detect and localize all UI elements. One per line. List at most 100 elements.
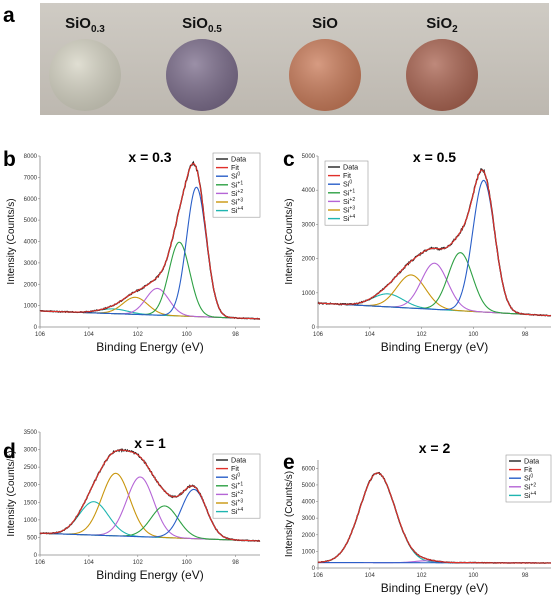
sample-label: SiO (312, 15, 338, 32)
legend-entry-Si1: Si+1 (231, 481, 243, 490)
series-Si1 (317, 252, 552, 317)
sample-disk-shade (406, 39, 478, 111)
y-tick-label: 1000 (302, 291, 316, 297)
y-tick-label: 2000 (302, 533, 316, 539)
panel-d: d x = 1 0 500 1000 1500 2000 2500 3000 3500 106 104… (3, 430, 261, 582)
legend-entry-Si3: Si+3 (343, 206, 355, 215)
legend-entry-Data: Data (231, 155, 246, 164)
series-Fit (317, 169, 552, 317)
y-tick-label: 2000 (24, 282, 38, 288)
y-tick-label: 2500 (24, 465, 38, 471)
x-tick-label: 106 (313, 332, 324, 338)
sample-disk-shade (166, 39, 238, 111)
x-tick-label: 106 (35, 560, 46, 566)
sample-4: SiO2 (406, 15, 478, 111)
panel-label-c: c (283, 148, 295, 171)
chart-title: x = 0.3 (128, 149, 171, 165)
legend-entry-Fit: Fit (231, 163, 239, 172)
y-tick-label: 6000 (302, 466, 316, 472)
legend-entry-Fit: Fit (231, 464, 239, 473)
x-tick-label: 102 (133, 332, 144, 338)
panel-label-e: e (283, 451, 295, 474)
x-tick-label: 100 (468, 573, 479, 579)
legend-entry-Si0: Si0 (343, 180, 352, 189)
y-tick-label: 1500 (24, 500, 38, 506)
y-tick-label: 8000 (24, 154, 38, 160)
chart-title: x = 2 (419, 440, 451, 456)
y-tick-label: 4000 (302, 500, 316, 506)
x-tick-label: 98 (232, 560, 239, 566)
panel-label-a: a (3, 4, 15, 27)
x-tick-label: 106 (313, 573, 324, 579)
y-tick-label: 3500 (24, 430, 38, 436)
x-tick-label: 102 (417, 332, 428, 338)
y-tick-label: 0 (34, 325, 38, 331)
panel-e: e x = 2 0 1000 2000 3000 4000 5000 6000 106 104 102… (283, 440, 552, 595)
legend-entry-Si4: Si+4 (524, 491, 536, 500)
chart-title: x = 0.5 (413, 149, 456, 165)
series-Si1 (39, 241, 261, 320)
y-axis-label: Intensity (Counts/s) (6, 450, 17, 536)
y-axis-label: Intensity (Counts/s) (284, 198, 295, 284)
x-axis-label: Binding Energy (eV) (381, 340, 488, 354)
legend-entry-Si4: Si+4 (343, 214, 355, 223)
legend-entry-Si2: Si+2 (231, 490, 243, 499)
sample-3: SiO (289, 15, 361, 111)
x-tick-label: 100 (182, 332, 193, 338)
series-Si2 (317, 262, 552, 317)
panel-b: b x = 0.3 0 1000 2000 3000 4000 5000 6000 7000 800… (3, 148, 261, 354)
y-tick-label: 3000 (302, 516, 316, 522)
x-tick-label: 104 (84, 332, 95, 338)
legend-entry-Data: Data (343, 163, 358, 172)
legend-entry-Si3: Si+3 (231, 198, 243, 207)
y-tick-label: 1000 (302, 549, 316, 555)
legend-entry-Si4: Si+4 (231, 507, 243, 516)
chart-title: x = 1 (134, 435, 166, 451)
legend-entry-Fit: Fit (343, 171, 351, 180)
y-tick-label: 0 (34, 553, 38, 559)
x-axis-label: Binding Energy (eV) (96, 340, 203, 354)
x-tick-label: 102 (133, 560, 144, 566)
series-Fit (39, 449, 261, 542)
legend-entry-Si0: Si0 (231, 172, 240, 181)
legend-entry-Data: Data (524, 457, 539, 466)
sample-label: SiO0.3 (65, 15, 105, 35)
sample-row: SiO0.3 SiO0.5 SiO SiO2 (49, 15, 478, 111)
y-tick-label: 1000 (24, 304, 38, 310)
panel-label-d: d (3, 440, 16, 463)
legend-entry-Si2: Si+2 (343, 197, 355, 206)
legend-entry-Data: Data (231, 456, 246, 465)
sample-label: SiO0.5 (182, 15, 222, 35)
x-tick-label: 100 (468, 332, 479, 338)
y-tick-label: 3000 (302, 222, 316, 228)
sample-disk-shade (49, 39, 121, 111)
x-tick-label: 100 (182, 560, 193, 566)
x-tick-label: 104 (365, 573, 376, 579)
legend-entry-Si4: Si+4 (231, 206, 243, 215)
x-tick-label: 98 (522, 573, 529, 579)
y-tick-label: 1000 (24, 518, 38, 524)
y-tick-label: 5000 (302, 483, 316, 489)
x-tick-label: 104 (84, 560, 95, 566)
sample-label: SiO2 (426, 15, 458, 35)
y-tick-label: 7000 (24, 175, 38, 181)
y-tick-label: 0 (312, 566, 316, 572)
y-tick-label: 2000 (302, 257, 316, 263)
y-tick-label: 4000 (24, 240, 38, 246)
panel-label-b: b (3, 148, 16, 171)
x-tick-label: 98 (232, 332, 239, 338)
series-Fit (317, 472, 552, 564)
legend-entry-Si2: Si+2 (231, 189, 243, 198)
y-tick-label: 2000 (24, 483, 38, 489)
series-Si3 (39, 296, 261, 320)
x-tick-label: 102 (417, 573, 428, 579)
y-axis-label: Intensity (Counts/s) (284, 471, 295, 557)
y-tick-label: 3000 (24, 261, 38, 267)
